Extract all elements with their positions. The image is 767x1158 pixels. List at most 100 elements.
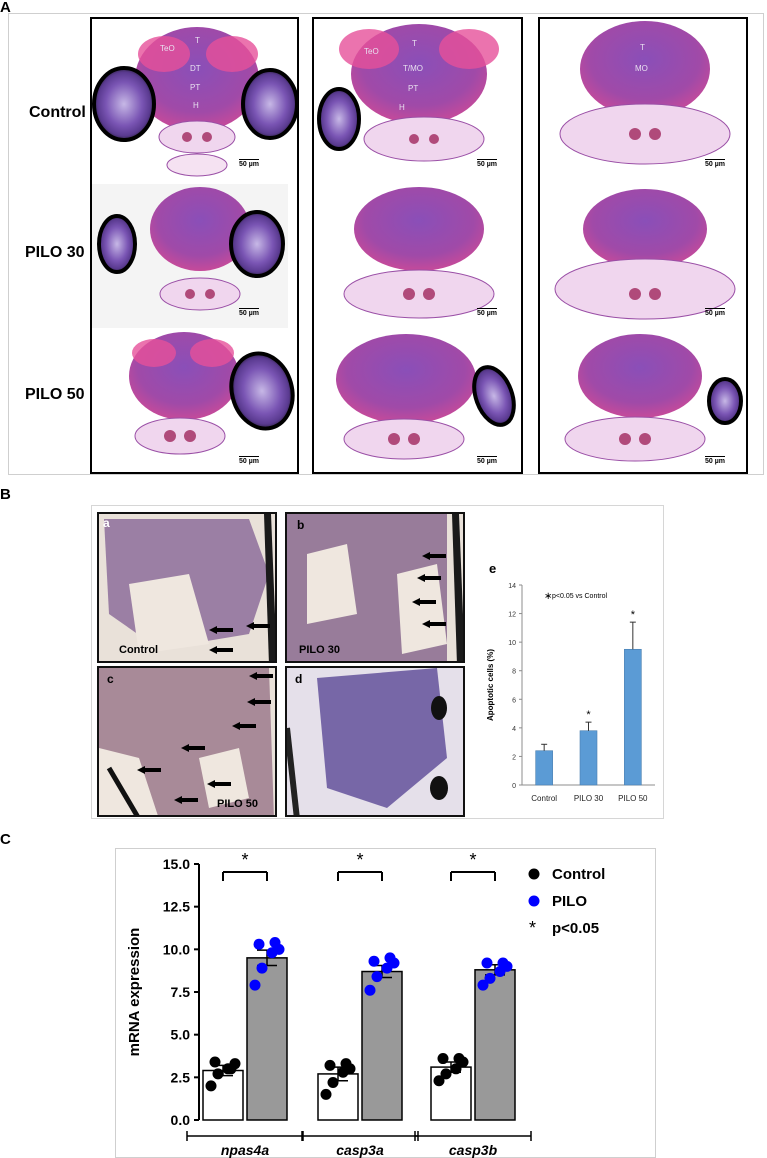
subpanel-label-pilo50: PILO 50 [217,798,258,810]
tunel-tissue-c [99,668,274,815]
data-point [269,937,281,949]
data-point [453,1053,465,1065]
brain-section-pilo30-2 [343,187,495,319]
y-tick-label: 2 [512,754,516,761]
y-tick-label: 10.0 [163,941,190,957]
x-group-label: casp3b [449,1142,498,1158]
scale-bar: 50 µm [705,308,725,317]
tunel-tissue-a [104,514,275,661]
anat-label-pt: PT [408,84,419,93]
legend-marker-pilo [528,895,540,907]
row-label-pilo50: PILO 50 [25,386,85,403]
data-point [497,957,509,969]
bar [535,750,553,786]
tunel-image-d: d [285,666,465,817]
data-point [371,971,383,983]
x-group-label: npas4a [221,1142,269,1158]
data-point [450,1063,462,1075]
data-point [253,938,265,950]
anat-label-t: T [195,36,200,45]
brain-section-pilo50-2 [336,334,516,460]
scale-bar: 50 µm [239,308,259,317]
y-tick-label: 4 [512,726,516,733]
arrow-icon [207,780,231,788]
x-tick-label: PILO 30 [574,794,604,803]
x-tick-label: Control [531,794,557,803]
arrow-icon [422,620,446,628]
arrow-icon [249,672,273,680]
panel-a-letter: A [0,0,11,16]
brain-section-control-2 [317,24,499,162]
data-point [256,962,268,974]
data-point [212,1068,224,1080]
subpanel-letter-c: c [107,672,114,686]
brain-section-pilo30-3 [554,189,736,320]
annotation-marker: ∗ [544,591,552,602]
panel-b-letter: B [0,486,11,503]
x-tick-label: PILO 50 [618,794,648,803]
significance-marker: * [586,709,591,721]
brain-section-pilo30-1 [92,184,288,328]
data-point [320,1088,332,1100]
scale-bar: 50 µm [705,456,725,465]
y-tick-label: 2.5 [171,1069,191,1085]
data-point [225,1063,237,1075]
arrow-icon [209,626,233,634]
bar [474,969,516,1121]
y-tick-label: 7.5 [171,984,191,1000]
anat-label-dt: DT [190,64,201,73]
anat-label-teo: TeO [364,47,379,56]
significance-marker: * [469,850,476,870]
subpanel-letter-e: e [489,561,497,576]
anat-label-h: H [193,101,199,110]
anat-label-tmo: T/MO [403,64,423,73]
x-group-label: casp3a [336,1142,384,1158]
annotation-text: p<0.05 vs Control [552,593,608,600]
panel-a-frame [8,13,764,475]
tunel-image-b: b PILO 30 [285,512,465,663]
data-point [477,979,489,991]
y-axis-label: mRNA expression [126,928,143,1057]
scale-bar: 50 µm [239,159,259,168]
arrow-icon [174,796,198,804]
significance-marker: * [631,609,636,621]
significance-marker: * [241,850,248,870]
arrow-icon [417,574,441,582]
y-tick-label: 5.0 [171,1027,191,1043]
y-tick-label: 10 [508,640,516,647]
y-tick-label: 12 [508,612,516,619]
data-point [249,979,261,991]
bar [579,730,598,786]
scale-bar: 50 µm [477,456,497,465]
legend-label-control: Control [552,866,605,883]
subpanel-label-pilo30: PILO 30 [299,644,340,656]
data-point [440,1068,452,1080]
legend-marker-significance: * [529,918,536,938]
row-label-control: Control [29,104,86,121]
data-point [209,1056,221,1068]
histology-column-3: T MO 50 µm 50 µm 50 µm [538,17,748,474]
y-tick-label: 14 [508,583,516,590]
y-tick-label: 0.0 [171,1112,191,1128]
data-point [364,984,376,996]
arrow-icon [247,698,271,706]
anat-label-teo: TeO [160,44,175,53]
arrow-icon [209,646,233,654]
mrna-expression-chart: 0.0 2.5 5.0 7.5 10.0 12.5 15.0 mRNA expression *… [126,850,605,1158]
panel-b-frame [91,505,664,819]
subpanel-letter-a: a [103,516,110,530]
histology-column-2: TeO T T/MO PT H 50 µm 50 µm 50 µm [312,17,523,474]
arrow-icon [181,744,205,752]
row-label-pilo30: PILO 30 [25,244,85,261]
scale-bar: 50 µm [477,159,497,168]
legend-marker-control [528,868,540,880]
y-tick-label: 8 [512,669,516,676]
apoptosis-bar-chart: 0 2 4 6 8 10 12 14 Apoptotic cells (%) Control PIL… [486,583,655,803]
bar [202,1069,244,1121]
brain-section-control-3 [559,21,731,165]
anat-label-mo: MO [635,64,648,73]
tunel-image-c: c PILO 50 [97,666,277,817]
subpanel-label-control: Control [119,644,159,656]
significance-marker: * [356,850,363,870]
arrow-icon [412,598,436,606]
